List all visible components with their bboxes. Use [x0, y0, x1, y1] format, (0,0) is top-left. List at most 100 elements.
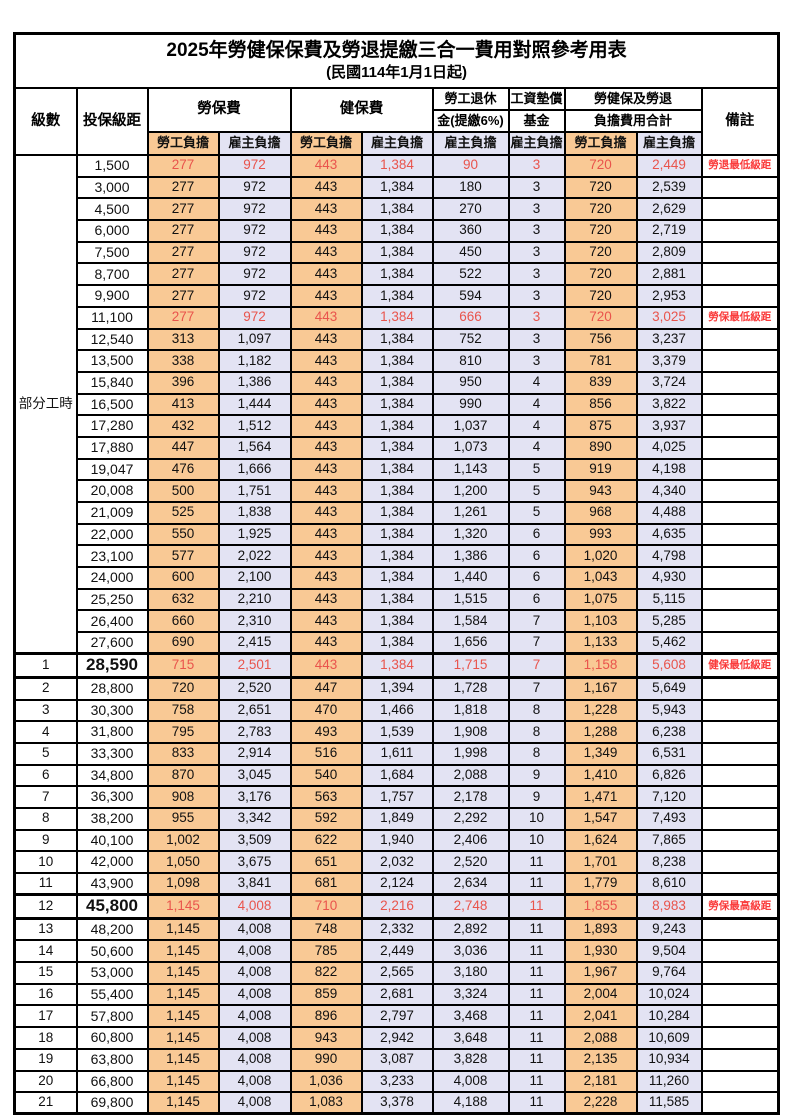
cell-health-employee: 681 [289, 872, 363, 896]
table-body: 部分工時 1,500 277 972 443 1,384 90 3 720 2,449 勞退最低級距… [13, 154, 780, 1115]
cell-total-employer: 2,449 [635, 154, 703, 178]
cell-total-employer: 4,025 [635, 435, 703, 460]
cell-health-employer: 1,384 [360, 305, 434, 330]
cell-wage-fund-employer: 11 [507, 917, 566, 942]
cell-level: 4 [13, 720, 78, 744]
cell-pension-employer: 1,143 [431, 457, 510, 482]
cell-total-employer: 11,260 [635, 1069, 703, 1094]
title-row: 2025年勞健保保費及勞退提繳三合一費用對照參考用表 (民國114年1月1日起) [13, 32, 780, 89]
cell-health-employee: 443 [289, 154, 363, 178]
cell-labor-employer: 1,097 [217, 327, 292, 352]
cell-health-employee: 443 [289, 262, 363, 287]
cell-wage-fund-employer: 3 [507, 262, 566, 287]
subheader-pension-employer: 雇主負擔 [431, 131, 510, 156]
cell-remark [700, 566, 780, 590]
cell-remark [700, 631, 780, 655]
cell-total-employee: 839 [563, 370, 638, 395]
table-row: 21 69,800 1,145 4,008 1,083 3,378 4,188 11 2,228… [13, 1091, 780, 1115]
cell-labor-employee: 1,098 [146, 872, 220, 896]
table-row: 26,400 660 2,310 443 1,384 1,584 7 1,103 5,285 [15, 609, 780, 634]
cell-pension-employer: 3,468 [431, 1004, 510, 1029]
cell-pension-employer: 1,998 [431, 741, 510, 766]
table-row: 24,000 600 2,100 443 1,384 1,440 6 1,043 4,930 [15, 566, 780, 590]
cell-labor-employer: 972 [217, 305, 292, 330]
cell-wage-fund-employer: 11 [507, 1091, 566, 1115]
cell-level: 3 [13, 698, 78, 723]
title-cell: 2025年勞健保保費及勞退提繳三合一費用對照參考用表 (民國114年1月1日起) [13, 32, 780, 89]
cell-total-employee: 1,893 [563, 917, 638, 942]
cell-health-employee: 443 [289, 522, 363, 547]
cell-pension-employer: 2,292 [431, 806, 510, 831]
cell-health-employer: 1,384 [360, 631, 434, 655]
cell-bracket: 23,100 [75, 544, 149, 569]
cell-total-employee: 720 [563, 219, 638, 243]
cell-health-employee: 785 [289, 939, 363, 964]
cell-pension-employer: 1,261 [431, 501, 510, 525]
cell-bracket: 57,800 [75, 1004, 149, 1029]
cell-total-employer: 10,024 [635, 982, 703, 1007]
cell-total-employee: 890 [563, 435, 638, 460]
cell-wage-fund-employer: 11 [507, 1004, 566, 1029]
cell-total-employer: 7,865 [635, 828, 703, 853]
cell-total-employee: 943 [563, 479, 638, 503]
cell-labor-employee: 277 [146, 219, 220, 243]
cell-level: 21 [13, 1091, 78, 1115]
cell-total-employer: 10,609 [635, 1026, 703, 1050]
cell-remark [700, 850, 780, 874]
cell-health-employer: 1,757 [360, 785, 434, 809]
cell-total-employee: 1,349 [563, 741, 638, 766]
cell-remark [700, 676, 780, 701]
cell-health-employee: 710 [289, 893, 363, 921]
cell-labor-employee: 1,145 [146, 961, 220, 985]
header-level: 級數 [13, 87, 78, 156]
table-row: 12 45,800 1,145 4,008 710 2,216 2,748 11 1,855 8,… [13, 893, 780, 921]
cell-labor-employee: 1,145 [146, 1091, 220, 1115]
cell-total-employer: 7,493 [635, 806, 703, 831]
table-row: 11 43,900 1,098 3,841 681 2,124 2,634 11 1,779 8,… [13, 872, 780, 896]
cell-labor-employer: 972 [217, 175, 292, 200]
table-row: 3 30,300 758 2,651 470 1,466 1,818 8 1,228 5,943 [13, 698, 780, 723]
cell-remark [700, 720, 780, 744]
cell-labor-employee: 577 [146, 544, 220, 569]
cell-pension-employer: 1,584 [431, 609, 510, 634]
cell-health-employee: 443 [289, 479, 363, 503]
table-row: 22,000 550 1,925 443 1,384 1,320 6 993 4,635 [15, 522, 780, 547]
cell-health-employee: 493 [289, 720, 363, 744]
cell-bracket: 19,047 [75, 457, 149, 482]
cell-bracket: 9,900 [75, 284, 149, 308]
cell-bracket: 15,840 [75, 370, 149, 395]
cell-labor-employer: 2,914 [217, 741, 292, 766]
cell-wage-fund-employer: 6 [507, 566, 566, 590]
cell-health-employer: 1,384 [360, 522, 434, 547]
cell-bracket: 1,500 [75, 154, 149, 178]
cell-health-employer: 1,611 [360, 741, 434, 766]
cell-total-employer: 9,764 [635, 961, 703, 985]
table-row: 19,047 476 1,666 443 1,384 1,143 5 919 4,198 [15, 457, 780, 482]
cell-wage-fund-employer: 3 [507, 154, 566, 178]
cell-remark [700, 414, 780, 438]
table-row: 15 53,000 1,145 4,008 822 2,565 3,180 11 1,967 9,… [13, 961, 780, 985]
cell-level: 10 [13, 850, 78, 874]
cell-remark [700, 1026, 780, 1050]
cell-wage-fund-employer: 11 [507, 872, 566, 896]
cell-labor-employee: 690 [146, 631, 220, 655]
cell-health-employer: 1,384 [360, 392, 434, 417]
cell-total-employee: 2,181 [563, 1069, 638, 1094]
cell-pension-employer: 1,818 [431, 698, 510, 723]
cell-health-employer: 2,216 [360, 893, 434, 921]
cell-pension-employer: 1,440 [431, 566, 510, 590]
cell-pension-employer: 2,178 [431, 785, 510, 809]
cell-pension-employer: 594 [431, 284, 510, 308]
cell-total-employer: 9,243 [635, 917, 703, 942]
cell-health-employer: 1,384 [360, 414, 434, 438]
cell-level: 5 [13, 741, 78, 766]
cell-health-employee: 443 [289, 392, 363, 417]
cell-remark [700, 522, 780, 547]
cell-wage-fund-employer: 11 [507, 1047, 566, 1072]
table-row: 21,009 525 1,838 443 1,384 1,261 5 968 4,488 [15, 501, 780, 525]
cell-remark [700, 284, 780, 308]
cell-health-employee: 470 [289, 698, 363, 723]
cell-remark: 勞保最低級距 [700, 305, 780, 330]
cell-health-employee: 859 [289, 982, 363, 1007]
cell-wage-fund-employer: 8 [507, 698, 566, 723]
